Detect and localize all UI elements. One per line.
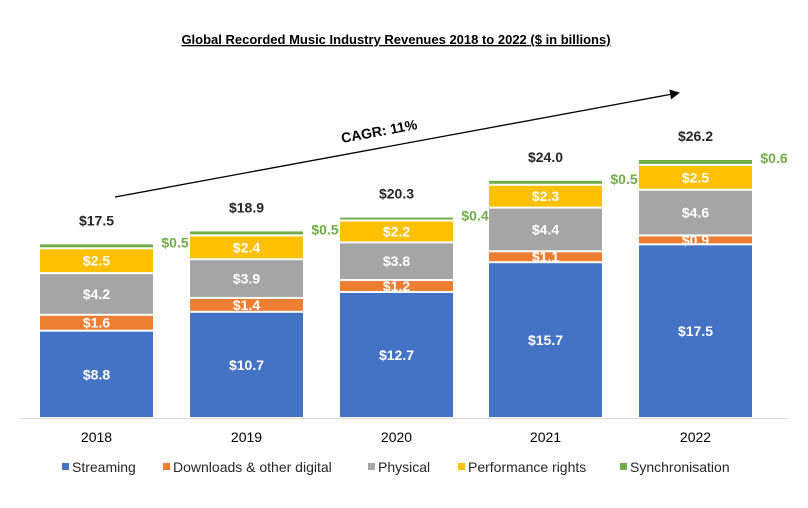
data-label: $3.8 <box>383 253 410 269</box>
legend-swatch <box>368 463 375 470</box>
bar-segment-synchronisation-2018 <box>40 244 153 248</box>
bar-segment-streaming-2019 <box>190 312 303 417</box>
data-label: $0.5 <box>610 171 637 187</box>
data-label: $2.2 <box>383 223 410 239</box>
bar-segment-physical-2019 <box>190 260 303 297</box>
data-label: $0.4 <box>461 208 488 224</box>
data-label: $0.5 <box>311 221 338 237</box>
data-label: $12.7 <box>379 347 414 363</box>
bar-segment-downloads-other-digital-2020 <box>340 281 453 291</box>
data-label: $4.6 <box>682 205 709 221</box>
bar-segment-performance-rights-2022 <box>639 165 752 189</box>
bar-segment-physical-2018 <box>40 274 153 314</box>
data-label: $2.3 <box>532 188 559 204</box>
x-tick-label: 2020 <box>381 429 412 445</box>
total-label: $24.0 <box>528 149 563 165</box>
data-label: $15.7 <box>528 332 563 348</box>
chart-title: Global Recorded Music Industry Revenues … <box>181 32 610 47</box>
bar-segment-performance-rights-2021 <box>489 185 602 207</box>
bar-segment-synchronisation-2021 <box>489 180 602 184</box>
bar-segment-streaming-2021 <box>489 263 602 417</box>
data-label: $8.8 <box>83 366 110 382</box>
bar-segment-downloads-other-digital-2022 <box>639 236 752 244</box>
total-label: $26.2 <box>678 128 713 144</box>
data-label: $0.6 <box>760 150 787 166</box>
total-label: $20.3 <box>379 186 414 202</box>
data-label: $0.5 <box>161 234 188 250</box>
legend-swatch <box>620 463 627 470</box>
x-tick-label: 2021 <box>530 429 561 445</box>
x-tick-label: 2018 <box>81 429 112 445</box>
bar-segment-downloads-other-digital-2018 <box>40 315 153 330</box>
bar-segment-streaming-2020 <box>340 292 453 417</box>
cagr-annotation: CAGR: 11% <box>340 116 419 146</box>
x-tick-label: 2019 <box>231 429 262 445</box>
bar-segment-performance-rights-2019 <box>190 236 303 259</box>
legend-swatch <box>458 463 465 470</box>
data-label: $1.1 <box>532 249 559 265</box>
data-label: $1.4 <box>233 297 260 313</box>
legend-entry: Downloads & other digital <box>173 459 332 475</box>
data-label: $1.2 <box>383 278 410 294</box>
legend-entry: Physical <box>378 459 430 475</box>
legend-swatch <box>163 463 170 470</box>
legend-entry: Streaming <box>72 459 136 475</box>
bar-segment-downloads-other-digital-2021 <box>489 252 602 262</box>
bar-segment-performance-rights-2018 <box>40 249 153 273</box>
data-label: $2.5 <box>682 169 709 185</box>
bar-segment-streaming-2018 <box>40 331 153 417</box>
data-label: $1.6 <box>83 315 110 331</box>
data-label: $2.5 <box>83 253 110 269</box>
bar-segment-performance-rights-2020 <box>340 221 453 242</box>
x-tick-label: 2022 <box>680 429 711 445</box>
data-label: $0.9 <box>682 232 709 248</box>
legend-entry: Synchronisation <box>630 459 730 475</box>
data-label: $17.5 <box>678 323 713 339</box>
bar-segment-physical-2022 <box>639 190 752 235</box>
bar-segment-physical-2020 <box>340 243 453 280</box>
bar-segment-streaming-2022 <box>639 245 752 417</box>
data-label: $2.4 <box>233 239 260 255</box>
data-label: $4.2 <box>83 286 110 302</box>
data-label: $10.7 <box>229 357 264 373</box>
bar-segment-physical-2021 <box>489 208 602 251</box>
bar-segment-synchronisation-2020 <box>340 217 453 220</box>
bar-segment-synchronisation-2022 <box>639 159 752 164</box>
total-label: $18.9 <box>229 199 264 215</box>
bar-segment-downloads-other-digital-2019 <box>190 298 303 311</box>
cagr-arrow <box>114 89 680 198</box>
bar-segment-synchronisation-2019 <box>190 231 303 235</box>
total-label: $17.5 <box>79 212 114 228</box>
legend-swatch <box>62 463 69 470</box>
data-label: $4.4 <box>532 221 559 237</box>
legend-entry: Performance rights <box>468 459 586 475</box>
data-label: $3.9 <box>233 271 260 287</box>
